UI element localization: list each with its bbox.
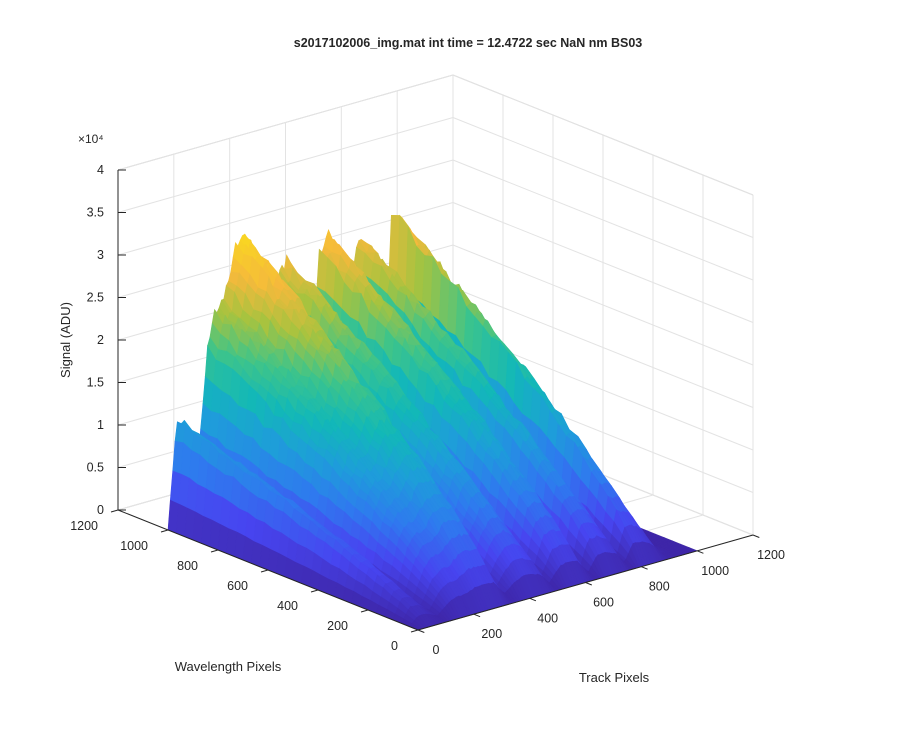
back-wall-gridline xyxy=(117,117,454,213)
back-wall-gridline xyxy=(117,74,454,171)
back-wall-gridline xyxy=(117,159,454,256)
right-wall-gridline xyxy=(452,202,754,323)
axis-ticks: 0200400600800100012000200400600800100012… xyxy=(70,163,785,657)
y-tick-label: 800 xyxy=(177,559,198,573)
chart-title: s2017102006_img.mat int time = 12.4722 s… xyxy=(294,36,643,50)
x-tick-label: 1000 xyxy=(701,564,729,578)
x-tick-label: 1200 xyxy=(757,548,785,562)
z-tick-label: 2.5 xyxy=(87,291,104,305)
y-tick xyxy=(410,629,419,633)
z-axis-label: Signal (ADU) xyxy=(58,302,73,378)
y-tick xyxy=(260,569,269,573)
right-wall-gridline xyxy=(452,287,754,408)
x-tick xyxy=(641,566,648,570)
x-tick xyxy=(529,597,537,602)
y-tick-label: 400 xyxy=(277,599,298,613)
y-tick xyxy=(110,509,119,513)
y-tick xyxy=(360,609,369,613)
x-tick xyxy=(417,629,425,633)
right-wall-gridline xyxy=(452,159,754,281)
z-tick-label: 1.5 xyxy=(87,376,104,390)
y-tick xyxy=(210,549,219,553)
z-tick-label: 2 xyxy=(97,333,104,347)
z-exponent-label: ×10⁴ xyxy=(78,132,104,146)
x-tick-label: 400 xyxy=(537,611,558,625)
y-tick-label: 1000 xyxy=(120,539,148,553)
y-tick xyxy=(160,529,169,533)
right-wall-gridline xyxy=(452,74,754,196)
z-tick-label: 0.5 xyxy=(87,461,104,475)
right-wall-gridline xyxy=(452,244,754,366)
x-axis-label: Track Pixels xyxy=(579,670,650,685)
y-tick-label: 0 xyxy=(391,639,398,653)
z-tick-label: 0 xyxy=(97,503,104,517)
z-tick-label: 3.5 xyxy=(87,206,104,220)
x-tick-label: 800 xyxy=(649,580,670,594)
y-tick-label: 1200 xyxy=(70,519,98,533)
surface-mesh xyxy=(167,214,699,631)
x-tick xyxy=(697,550,704,554)
y-tick xyxy=(310,589,319,593)
z-tick-label: 1 xyxy=(97,418,104,432)
x-tick xyxy=(752,534,760,538)
y-axis-label: Wavelength Pixels xyxy=(175,659,282,674)
y-tick-label: 200 xyxy=(327,619,348,633)
x-tick-label: 0 xyxy=(433,643,440,657)
y-tick-label: 600 xyxy=(227,579,248,593)
x-tick xyxy=(473,613,481,618)
x-tick xyxy=(585,582,592,586)
z-tick-label: 3 xyxy=(97,248,104,262)
x-tick-label: 200 xyxy=(481,627,502,641)
right-wall-gridline xyxy=(452,117,754,238)
z-tick-label: 4 xyxy=(97,163,104,177)
x-tick-label: 600 xyxy=(593,596,614,610)
